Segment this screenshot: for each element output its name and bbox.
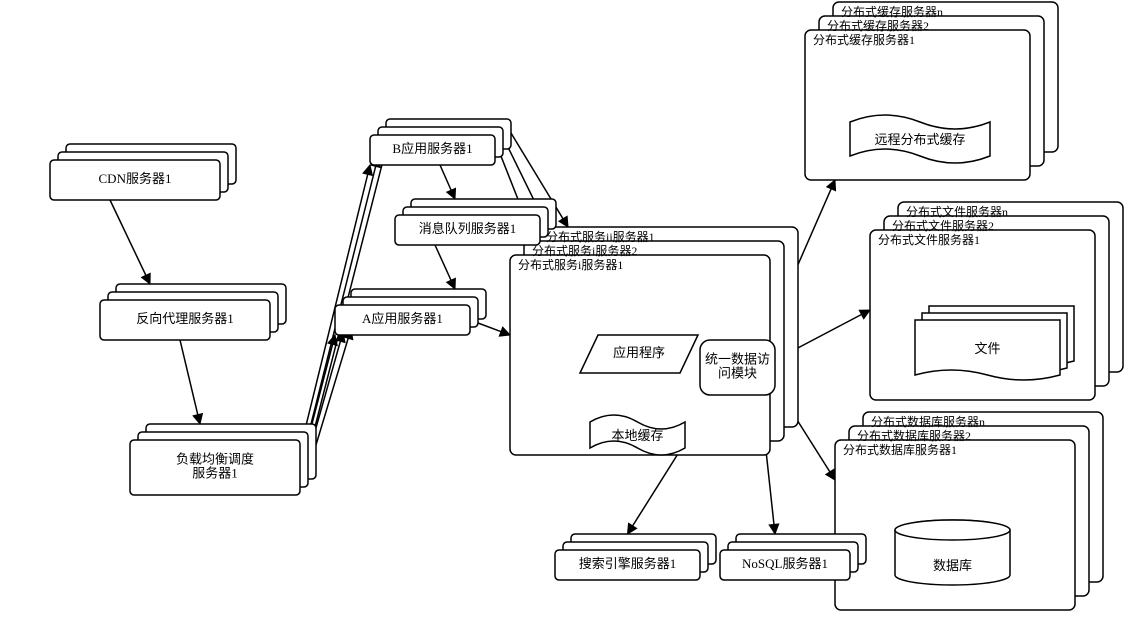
svg-text:远程分布式缓存: 远程分布式缓存 [874,132,965,147]
svg-text:分布式数据库服务器n: 分布式数据库服务器n [871,414,985,429]
svg-text:分布式服务ii服务器1: 分布式服务ii服务器1 [546,229,655,244]
svg-text:消息队列服务器1: 消息队列服务器1 [419,221,517,236]
svg-text:A应用服务器1: A应用服务器1 [362,311,443,326]
svg-text:分布式服务i服务器2: 分布式服务i服务器2 [532,243,637,258]
svg-text:B应用服务器1: B应用服务器1 [392,141,472,156]
svg-text:搜索引擎服务器1: 搜索引擎服务器1 [579,556,677,571]
svg-text:NoSQL服务器1: NoSQL服务器1 [742,556,828,571]
svg-text:CDN服务器1: CDN服务器1 [99,171,172,186]
svg-text:数据库: 数据库 [933,558,972,573]
svg-text:分布式缓存服务器n: 分布式缓存服务器n [841,4,943,19]
svg-text:文件: 文件 [974,341,1000,356]
svg-text:分布式文件服务器2: 分布式文件服务器2 [892,218,994,233]
svg-text:分布式数据库服务器1: 分布式数据库服务器1 [843,442,957,457]
svg-text:反向代理服务器1: 反向代理服务器1 [136,311,234,326]
database-cylinder [895,520,1010,585]
architecture-diagram: 分布式缓存服务器n分布式缓存服务器2分布式缓存服务器1分布式文件服务器n分布式文… [0,0,1137,633]
svg-text:分布式缓存服务器2: 分布式缓存服务器2 [827,18,929,33]
svg-text:分布式数据库服务器2: 分布式数据库服务器2 [857,428,971,443]
svg-text:分布式缓存服务器1: 分布式缓存服务器1 [813,32,915,47]
svg-text:本地缓存: 本地缓存 [611,428,663,443]
svg-text:分布式服务i服务器1: 分布式服务i服务器1 [518,257,623,272]
svg-text:分布式文件服务器1: 分布式文件服务器1 [878,232,980,247]
svg-text:应用程序: 应用程序 [613,345,665,360]
svg-text:分布式文件服务器n: 分布式文件服务器n [906,204,1008,219]
